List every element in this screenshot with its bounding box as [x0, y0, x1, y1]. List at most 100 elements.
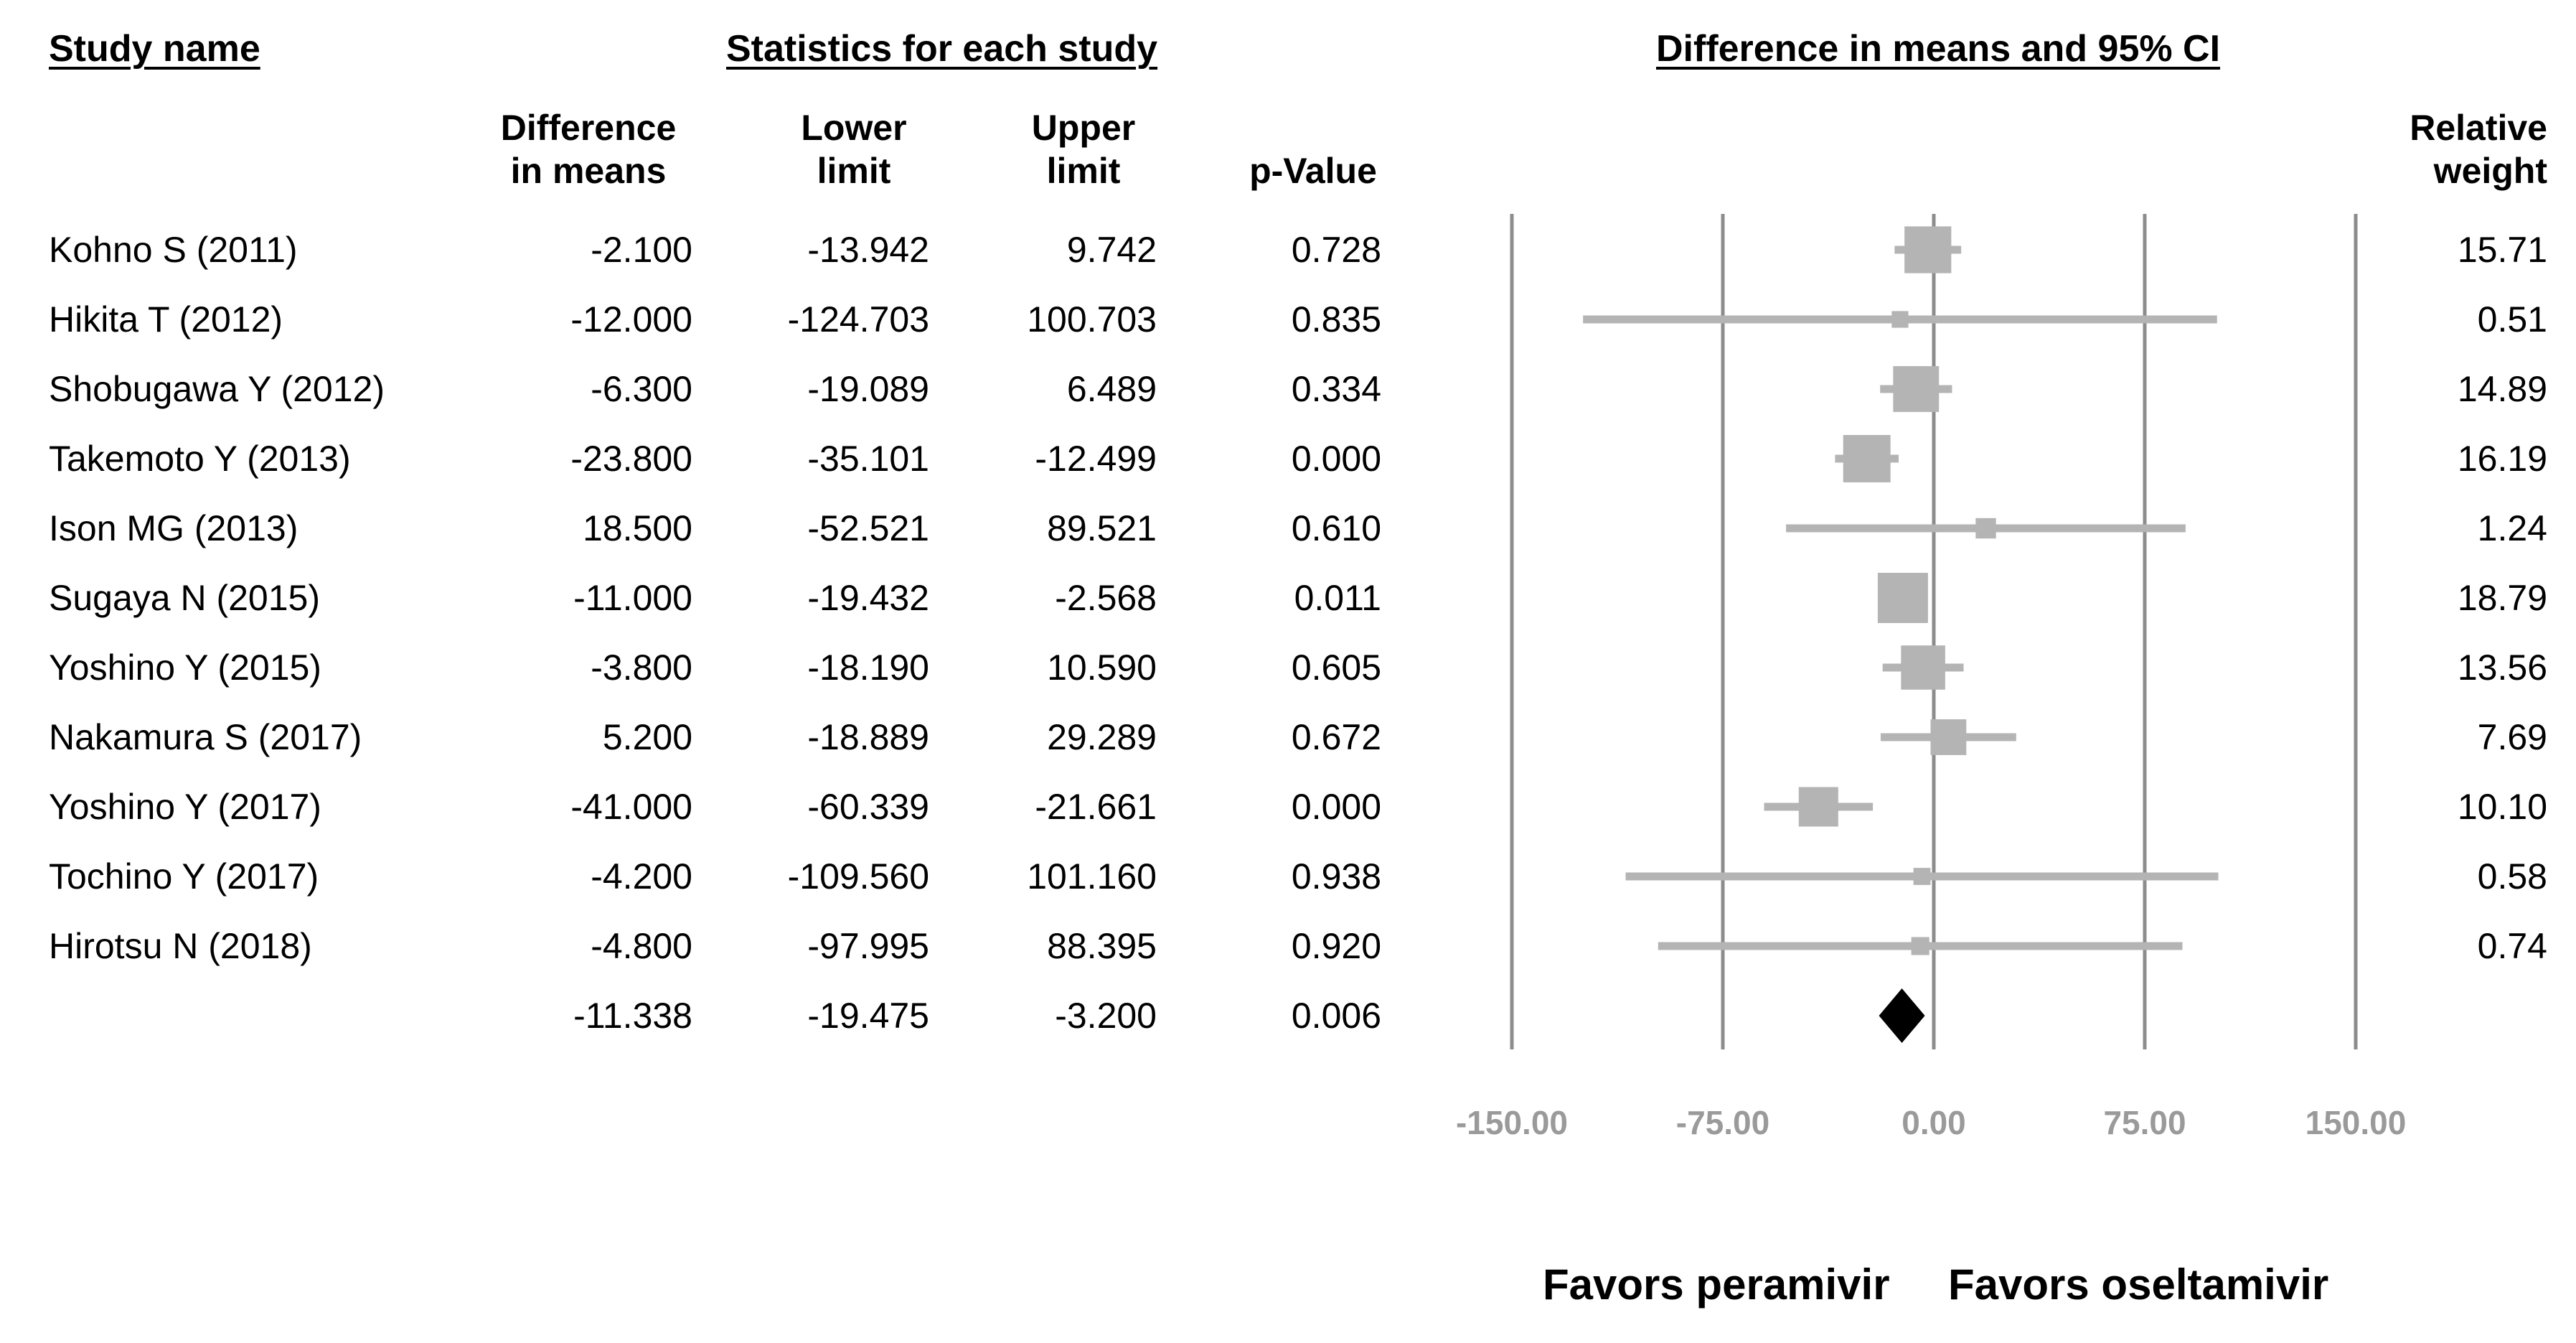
- upper-cell: 88.395: [1047, 926, 1157, 966]
- upper-header-line1: Upper: [1031, 108, 1136, 148]
- point-estimate-square: [1913, 868, 1931, 885]
- pvalue-cell: 0.605: [1291, 647, 1381, 688]
- pooled-lower-cell: -19.475: [807, 996, 929, 1036]
- weight-cell: 1.24: [2477, 508, 2547, 548]
- upper-cell: 10.590: [1047, 647, 1157, 688]
- point-estimate-square: [1843, 435, 1891, 482]
- statistics-group-header: Statistics for each study: [726, 28, 1158, 70]
- study-name-cell: Shobugawa Y (2012): [49, 369, 385, 409]
- upper-column-header: Upper limit: [969, 106, 1198, 192]
- point-estimate-square: [1930, 719, 1967, 755]
- upper-cell: 101.160: [1027, 856, 1157, 897]
- diff-cell: -41.000: [570, 787, 692, 827]
- diff-cell: -3.800: [591, 647, 692, 688]
- diff-cell: 5.200: [602, 717, 692, 757]
- lower-cell: -13.942: [807, 230, 929, 270]
- pvalue-cell: 0.011: [1294, 578, 1381, 618]
- diff-cell: 18.500: [583, 508, 692, 548]
- diff-header-line1: Difference: [500, 108, 677, 148]
- x-tick-label: -150.00: [1456, 1104, 1568, 1141]
- x-tick-label: -75.00: [1676, 1104, 1769, 1141]
- point-estimate-square: [1911, 937, 1929, 955]
- study-name-cell: Kohno S (2011): [49, 230, 298, 270]
- pvalue-cell: 0.334: [1291, 369, 1381, 409]
- point-estimate-square: [1891, 311, 1909, 328]
- upper-cell: 6.489: [1066, 369, 1157, 409]
- lower-cell: -18.889: [807, 717, 929, 757]
- pvalue-cell: 0.000: [1291, 439, 1381, 479]
- point-estimate-square: [1893, 366, 1940, 412]
- diff-cell: -4.200: [591, 856, 692, 897]
- lower-cell: -35.101: [807, 439, 929, 479]
- lower-cell: -60.339: [807, 787, 929, 827]
- pvalue-cell: 0.728: [1291, 230, 1381, 270]
- weight-cell: 16.19: [2457, 439, 2547, 479]
- favors-right-label: Favors oseltamivir: [1948, 1260, 2329, 1309]
- pvalue-cell: 0.835: [1291, 299, 1381, 340]
- study-name-cell: Yoshino Y (2017): [49, 787, 321, 827]
- study-name-cell: Sugaya N (2015): [49, 578, 321, 618]
- favors-left-label: Favors peramivir: [1543, 1260, 1890, 1309]
- weight-cell: 15.71: [2457, 230, 2547, 270]
- weight-header-line2: weight: [2433, 151, 2547, 191]
- diff-column-header: Difference in means: [474, 106, 703, 192]
- lower-cell: -109.560: [787, 856, 929, 897]
- x-tick-label: 75.00: [2103, 1104, 2186, 1141]
- point-estimate-square: [1904, 226, 1952, 273]
- lower-cell: -18.190: [807, 647, 929, 688]
- study-name-cell: Tochino Y (2017): [49, 856, 319, 897]
- study-name-header: Study name: [49, 28, 260, 70]
- weight-cell: 0.51: [2477, 299, 2547, 340]
- weight-cell: 10.10: [2457, 787, 2547, 827]
- weight-column-header: Relative weight: [2296, 106, 2547, 192]
- pooled-diamond: [1879, 988, 1925, 1043]
- pvalue-cell: 0.000: [1291, 787, 1381, 827]
- upper-cell: -12.499: [1035, 439, 1157, 479]
- lower-column-header: Lower limit: [739, 106, 969, 192]
- lower-header-line2: limit: [817, 151, 891, 191]
- point-estimate-square: [1975, 518, 1996, 539]
- diff-cell: -2.100: [591, 230, 692, 270]
- pooled-upper-cell: -3.200: [1055, 996, 1157, 1036]
- diff-cell: -23.800: [570, 439, 692, 479]
- lower-cell: -97.995: [807, 926, 929, 966]
- point-estimate-square: [1877, 573, 1928, 623]
- upper-header-line2: limit: [1046, 151, 1121, 191]
- pvalue-cell: 0.610: [1291, 508, 1381, 548]
- upper-cell: 89.521: [1047, 508, 1157, 548]
- study-name-cell: Yoshino Y (2015): [49, 647, 321, 688]
- point-estimate-square: [1798, 787, 1838, 827]
- upper-cell: -21.661: [1035, 787, 1157, 827]
- upper-cell: 100.703: [1027, 299, 1157, 340]
- lower-cell: -19.432: [807, 578, 929, 618]
- upper-cell: 29.289: [1047, 717, 1157, 757]
- weight-cell: 0.58: [2477, 856, 2547, 897]
- weight-cell: 18.79: [2457, 578, 2547, 618]
- study-name-cell: Takemoto Y (2013): [49, 439, 351, 479]
- diff-cell: -4.800: [591, 926, 692, 966]
- study-name-cell: Hikita T (2012): [49, 299, 283, 340]
- diff-header-line2: in means: [510, 151, 667, 191]
- x-tick-label: 150.00: [2305, 1104, 2407, 1141]
- lower-cell: -19.089: [807, 369, 929, 409]
- study-name-cell: Ison MG (2013): [49, 508, 299, 548]
- diff-cell: -6.300: [591, 369, 692, 409]
- pvalue-cell: 0.920: [1291, 926, 1381, 966]
- upper-cell: -2.568: [1055, 578, 1157, 618]
- study-name-cell: Hirotsu N (2018): [49, 926, 312, 966]
- pvalue-cell: 0.672: [1291, 717, 1381, 757]
- weight-cell: 7.69: [2477, 717, 2547, 757]
- plot-group-header: Difference in means and 95% CI: [1656, 28, 2221, 70]
- study-name-cell: Nakamura S (2017): [49, 717, 362, 757]
- lower-header-line1: Lower: [801, 108, 907, 148]
- pooled-pvalue-cell: 0.006: [1291, 996, 1381, 1036]
- weight-header-line1: Relative: [2410, 108, 2547, 148]
- weight-cell: 0.74: [2477, 926, 2547, 966]
- pvalue-cell: 0.938: [1291, 856, 1381, 897]
- pooled-diff-cell: -11.338: [573, 996, 692, 1036]
- weight-cell: 14.89: [2457, 369, 2547, 409]
- pvalue-column-header: p-Value: [1249, 151, 1377, 191]
- lower-cell: -52.521: [807, 508, 929, 548]
- diff-cell: -11.000: [573, 578, 692, 618]
